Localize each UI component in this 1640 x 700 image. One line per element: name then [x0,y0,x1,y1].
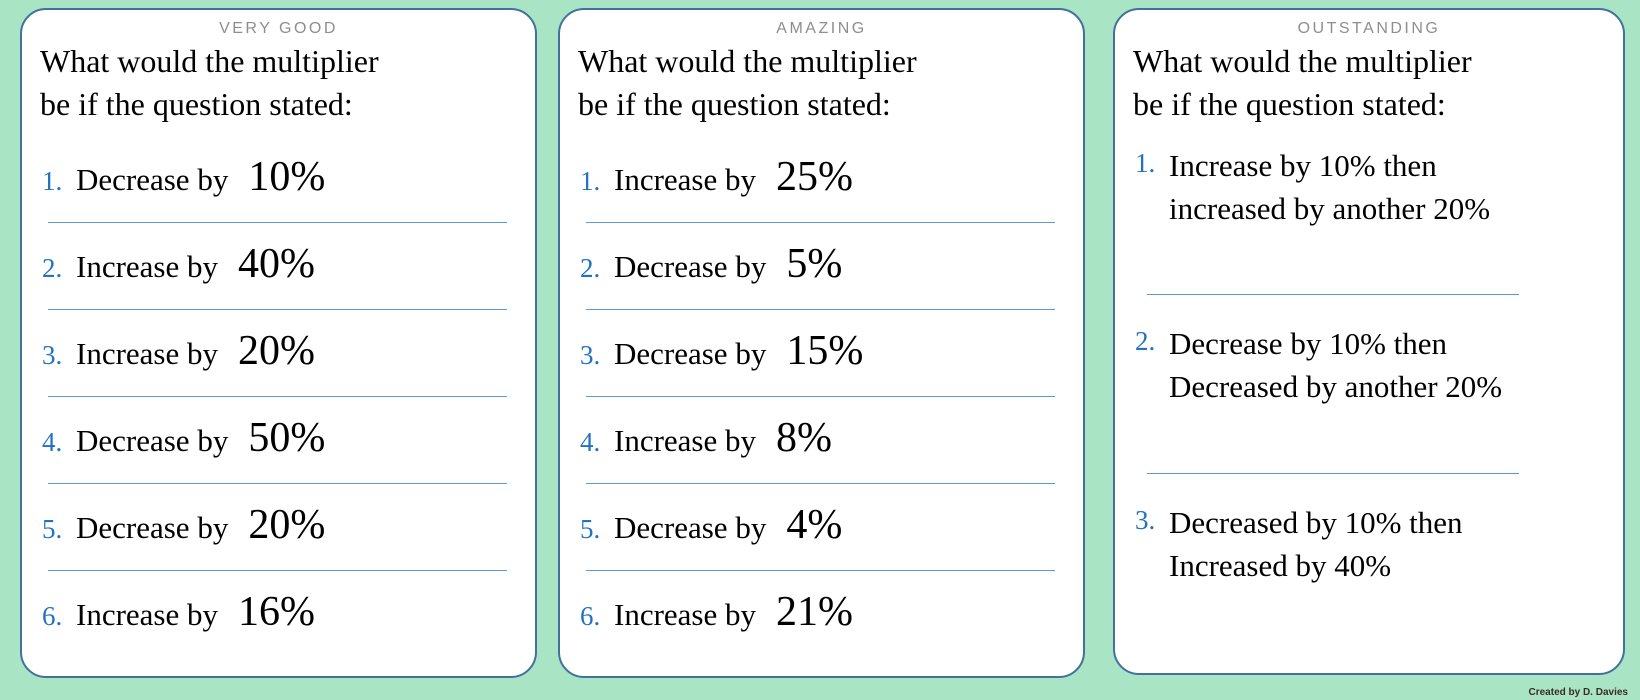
credit-text: Created by D. Davies [1528,687,1629,698]
item-label: Increase by [614,596,756,632]
list-item-3: 3. Decreased by 10% then Increased by 40… [1131,474,1607,588]
items-list: 1. Increase by 25% 2. Decrease by 5% 3. … [576,136,1067,657]
item-value: 40% [238,240,315,287]
separator [586,221,1055,223]
list-item-6: 6. Increase by 21% [576,571,1067,657]
list-item-1: 1. Increase by 10% then increased by ano… [1131,136,1607,295]
item-label: Decrease by [614,335,767,371]
list-item-6: 6. Increase by 16% [38,571,519,657]
list-item-2: 2. Decrease by 5% [576,223,1067,309]
card-title: AMAZING [776,20,867,37]
item-value: 8% [776,414,832,461]
item-text-line-2: Increased by 40% [1169,547,1392,583]
list-item-5: 5. Decrease by 20% [38,484,519,570]
item-number: 1. [580,165,601,196]
items-list: 1. Decrease by 10% 2. Increase by 40% 3.… [38,136,519,657]
item-label: Increase by [76,596,218,632]
item-number: 1. [1135,147,1156,178]
separator [48,395,507,397]
separator [48,308,507,310]
item-text-line-1: Decrease by 10% then [1169,326,1448,362]
separator [586,395,1055,397]
question-text: What would the multiplier be if the ques… [578,40,1067,126]
separator [48,221,507,223]
list-item-2: 2. Decrease by 10% then Decreased by ano… [1131,295,1607,473]
item-number: 3. [580,339,601,370]
question-line-2: be if the question stated: [578,85,891,122]
item-number: 2. [42,252,63,283]
list-item-5: 5. Decrease by 4% [576,484,1067,570]
separator [48,569,507,571]
item-text-line-1: Decreased by 10% then [1169,504,1463,540]
item-text-line-1: Increase by 10% then [1169,147,1437,183]
item-number: 6. [580,600,601,631]
item-value: 10% [248,153,326,200]
item-value: 21% [776,588,853,635]
item-value: 4% [786,501,843,548]
question-line-2: be if the question stated: [40,85,353,122]
card-amazing: AMAZING What would the multiplier be if … [558,8,1085,678]
item-number: 4. [580,426,601,457]
item-number: 3. [1135,504,1156,535]
separator [48,482,507,484]
item-text-line-2: increased by another 20% [1169,190,1491,226]
question-line-1: What would the multiplier [40,43,379,79]
card-title: OUTSTANDING [1297,20,1441,37]
item-value: 25% [776,153,853,200]
item-number: 3. [42,339,63,370]
list-item-4: 4. Decrease by 50% [38,397,519,483]
list-item-3: 3. Decrease by 15% [576,310,1067,396]
question-line-1: What would the multiplier [1133,43,1472,79]
item-text: Decreased by 10% then Increased by 40% [1169,502,1463,588]
separator [586,308,1055,310]
item-value: 20% [248,501,326,548]
card-very-good: VERY GOOD What would the multiplier be i… [20,8,537,678]
item-text: Increase by 10% then increased by anothe… [1169,145,1490,231]
list-item-4: 4. Increase by 8% [576,397,1067,483]
list-item-1: 1. Decrease by 10% [38,136,519,222]
item-number: 6. [42,600,63,631]
item-value: 16% [238,588,315,635]
item-label: Increase by [76,335,218,371]
list-item-2: 2. Increase by 40% [38,223,519,309]
item-text-line-2: Decreased by another 20% [1169,369,1503,405]
separator [1147,294,1519,296]
item-label: Decrease by [76,422,229,458]
card-title: VERY GOOD [219,20,338,37]
item-number: 2. [1135,326,1156,357]
item-number: 1. [42,165,63,196]
question-text: What would the multiplier be if the ques… [1133,40,1607,126]
item-value: 50% [248,414,326,461]
item-value: 15% [786,327,864,374]
list-item-1: 1. Increase by 25% [576,136,1067,222]
item-number: 5. [580,513,601,544]
item-text: Decrease by 10% then Decreased by anothe… [1169,323,1502,409]
item-number: 5. [42,513,63,544]
item-value: 20% [238,327,315,374]
item-value: 5% [786,240,843,287]
question-line-2: be if the question stated: [1133,85,1446,122]
item-label: Decrease by [614,509,767,545]
question-text: What would the multiplier be if the ques… [40,40,519,126]
separator [586,482,1055,484]
separator [586,569,1055,571]
card-outstanding: OUTSTANDING What would the multiplier be… [1113,8,1625,675]
item-label: Decrease by [614,248,767,284]
list-item-3: 3. Increase by 20% [38,310,519,396]
item-label: Decrease by [76,161,229,197]
item-label: Increase by [614,422,756,458]
item-label: Decrease by [76,509,229,545]
item-number: 2. [580,252,601,283]
separator [1147,472,1519,474]
items-list: 1. Increase by 10% then increased by ano… [1131,136,1607,588]
item-label: Increase by [614,161,756,197]
question-line-1: What would the multiplier [578,43,917,79]
item-label: Increase by [76,248,218,284]
item-number: 4. [42,426,63,457]
